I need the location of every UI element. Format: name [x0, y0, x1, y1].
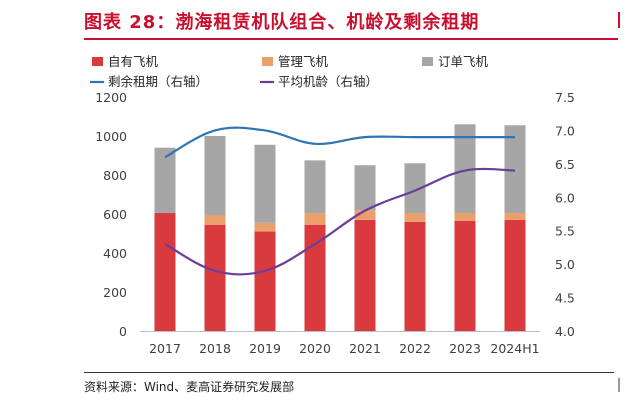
y-left-tick-label: 600: [103, 207, 127, 222]
y-right-tick-label: 7.5: [555, 90, 575, 105]
bar-segment: [304, 213, 326, 225]
series-line: [164, 126, 515, 159]
y-right-tick-label: 5.0: [555, 257, 575, 272]
bar-segment: [254, 222, 276, 232]
bar-segment: [354, 165, 376, 211]
legend-swatch: [262, 57, 273, 66]
bar-segment: [154, 213, 176, 331]
tick-labels: 0 200 400 600 800 1000 1200 4.0 4.5 5.0 5.5 6.0 6.5 7…: [95, 90, 575, 356]
bar-segment: [354, 219, 376, 331]
y-right-tick-label: 7.0: [555, 123, 575, 138]
bar-segment: [504, 213, 526, 220]
y-left-tick-label: 400: [103, 246, 127, 261]
x-tick-label: 2017: [149, 341, 181, 356]
y-left-tick-label: 200: [103, 285, 127, 300]
y-right-tick-label: 4.5: [555, 291, 575, 306]
x-tick-label: 2024H1: [490, 341, 539, 356]
bar-segment: [304, 160, 326, 214]
legend-label: 平均机龄（右轴）: [278, 74, 378, 89]
bar-segment: [454, 213, 476, 221]
x-tick-label: 2020: [299, 341, 331, 356]
y-left-tick-label: 0: [119, 324, 127, 339]
bar-segment: [454, 124, 476, 214]
bar-segment: [204, 214, 226, 225]
bar-segment: [404, 221, 426, 331]
edge-mark: [618, 12, 626, 28]
legend-label: 订单飞机: [438, 54, 489, 69]
lines: [164, 126, 516, 276]
legend-swatch: [92, 57, 103, 66]
edge-tick: [618, 378, 626, 392]
bar-segment: [454, 220, 476, 331]
series-line: [164, 167, 516, 276]
legend-label: 剩余租期（右轴）: [108, 74, 208, 89]
x-tick-label: 2018: [199, 341, 231, 356]
source-rule: [84, 372, 614, 373]
x-tick-label: 2023: [449, 341, 481, 356]
bar-segment: [504, 125, 526, 214]
y-left-tick-label: 1200: [95, 90, 127, 105]
x-tick-label: 2021: [349, 341, 381, 356]
y-right-tick-label: 5.5: [555, 224, 575, 239]
x-tick-label: 2022: [399, 341, 431, 356]
y-right-tick-label: 6.5: [555, 157, 575, 172]
bar-segment: [354, 210, 376, 220]
y-right-tick-label: 6.0: [555, 190, 575, 205]
bar-segment: [204, 224, 226, 331]
bar-segment: [304, 224, 326, 331]
bar-segment: [504, 219, 526, 331]
title-rule: [84, 38, 618, 40]
figure-title: 图表 28：渤海租赁机队组合、机龄及剩余租期: [84, 12, 480, 33]
y-left-tick-label: 1000: [95, 129, 127, 144]
y-right-tick-label: 4.0: [555, 324, 575, 339]
y-left-tick-label: 800: [103, 168, 127, 183]
bar-segment: [254, 144, 276, 223]
bars: [154, 124, 526, 331]
bar-segment: [254, 231, 276, 331]
bar-segment: [404, 163, 426, 214]
legend-label: 自有飞机: [108, 54, 159, 69]
bar-segment: [404, 213, 426, 222]
bar-segment: [204, 136, 226, 215]
source-note: 资料来源：Wind、麦高证券研究发展部: [84, 380, 295, 394]
x-tick-label: 2019: [249, 341, 281, 356]
bar-segment: [154, 147, 176, 214]
legend-label: 管理飞机: [278, 54, 329, 69]
legend-swatch: [422, 57, 433, 66]
